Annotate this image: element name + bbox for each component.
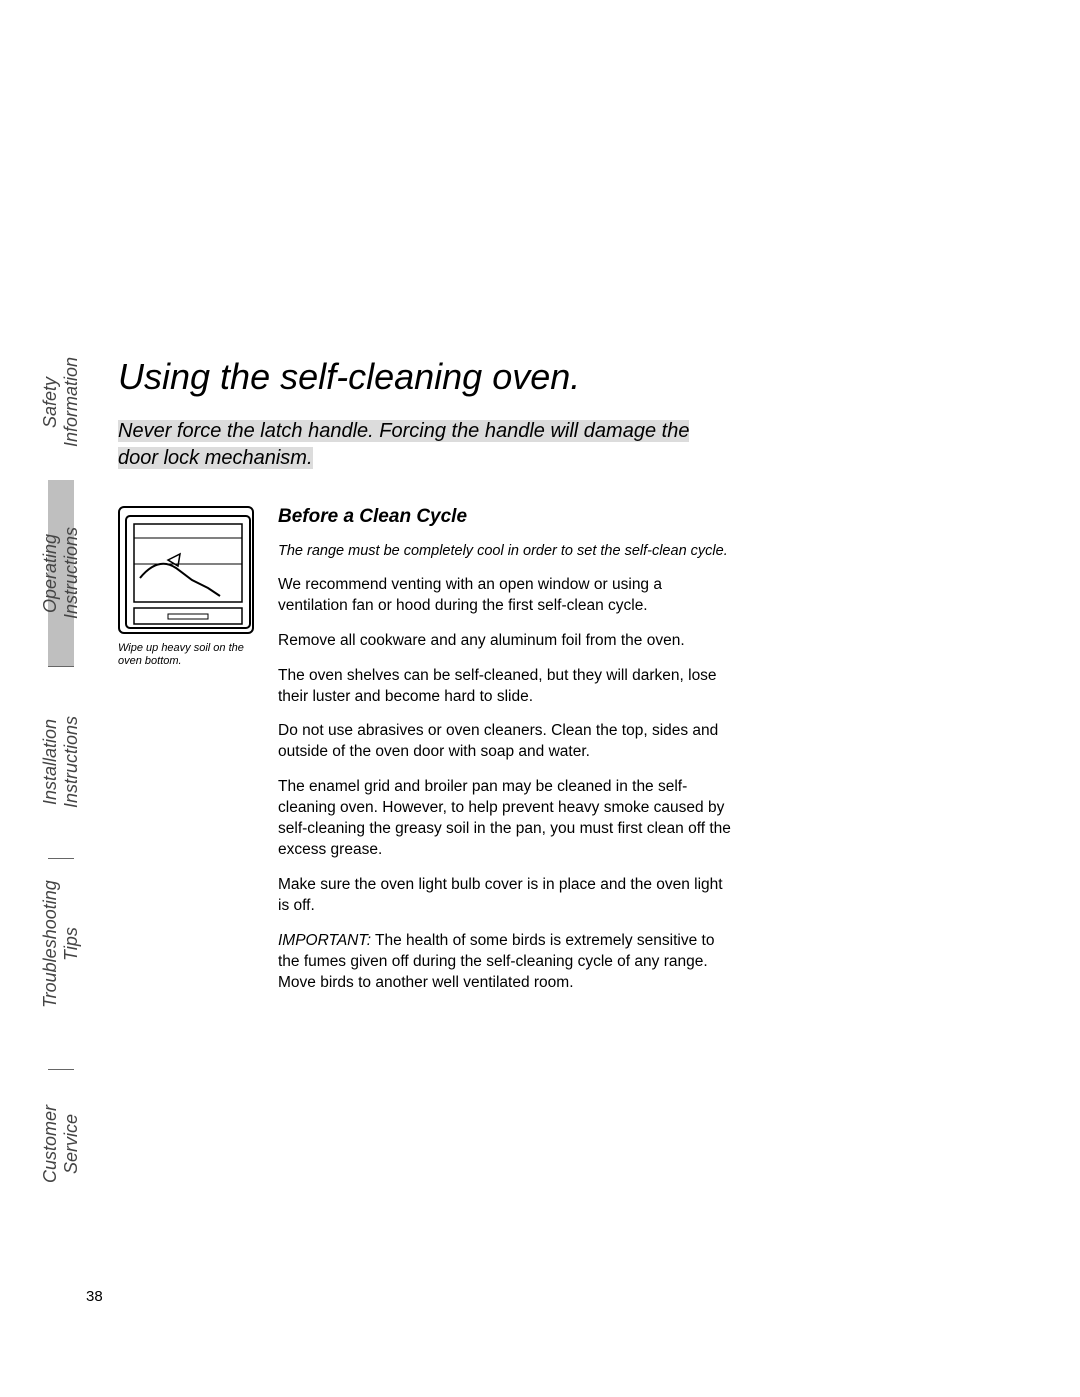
para-abrasives: Do not use abrasives or oven cleaners. C… (278, 721, 734, 763)
illustration-column: Wipe up heavy soil on the oven bottom. (118, 506, 254, 1008)
side-tabs: Safety Information Operating Instruction… (48, 0, 74, 1397)
tab-troubleshooting: Troubleshooting Tips (48, 858, 74, 1030)
para-remove-cookware: Remove all cookware and any aluminum foi… (278, 631, 734, 652)
cool-note: The range must be completely cool in ord… (278, 542, 734, 561)
warning-block: Never force the latch handle. Forcing th… (118, 418, 734, 472)
para-venting: We recommend venting with an open window… (278, 575, 734, 617)
tab-customer: Customer Service (48, 1069, 74, 1219)
para-bulb: Make sure the oven light bulb cover is i… (278, 875, 734, 917)
para-broiler: The enamel grid and broiler pan may be c… (278, 777, 734, 861)
page-title: Using the self-cleaning oven. (118, 356, 734, 398)
warning-text: Never force the latch handle. Forcing th… (118, 420, 689, 469)
main-content: Using the self-cleaning oven. Never forc… (118, 356, 734, 1008)
tab-operating: Operating Instructions (48, 480, 74, 666)
tab-safety: Safety Information (48, 324, 74, 480)
important-label: IMPORTANT: (278, 932, 371, 949)
oven-illustration (118, 506, 254, 634)
tab-installation: Installation Instructions (48, 666, 74, 858)
para-important: IMPORTANT: The health of some birds is e… (278, 931, 734, 994)
body-text-column: Before a Clean Cycle The range must be c… (278, 506, 734, 1008)
illustration-caption: Wipe up heavy soil on the oven bottom. (118, 642, 254, 668)
para-shelves: The oven shelves can be self-cleaned, bu… (278, 666, 734, 708)
section-subhead: Before a Clean Cycle (278, 506, 734, 528)
page-number: 38 (86, 1288, 103, 1305)
